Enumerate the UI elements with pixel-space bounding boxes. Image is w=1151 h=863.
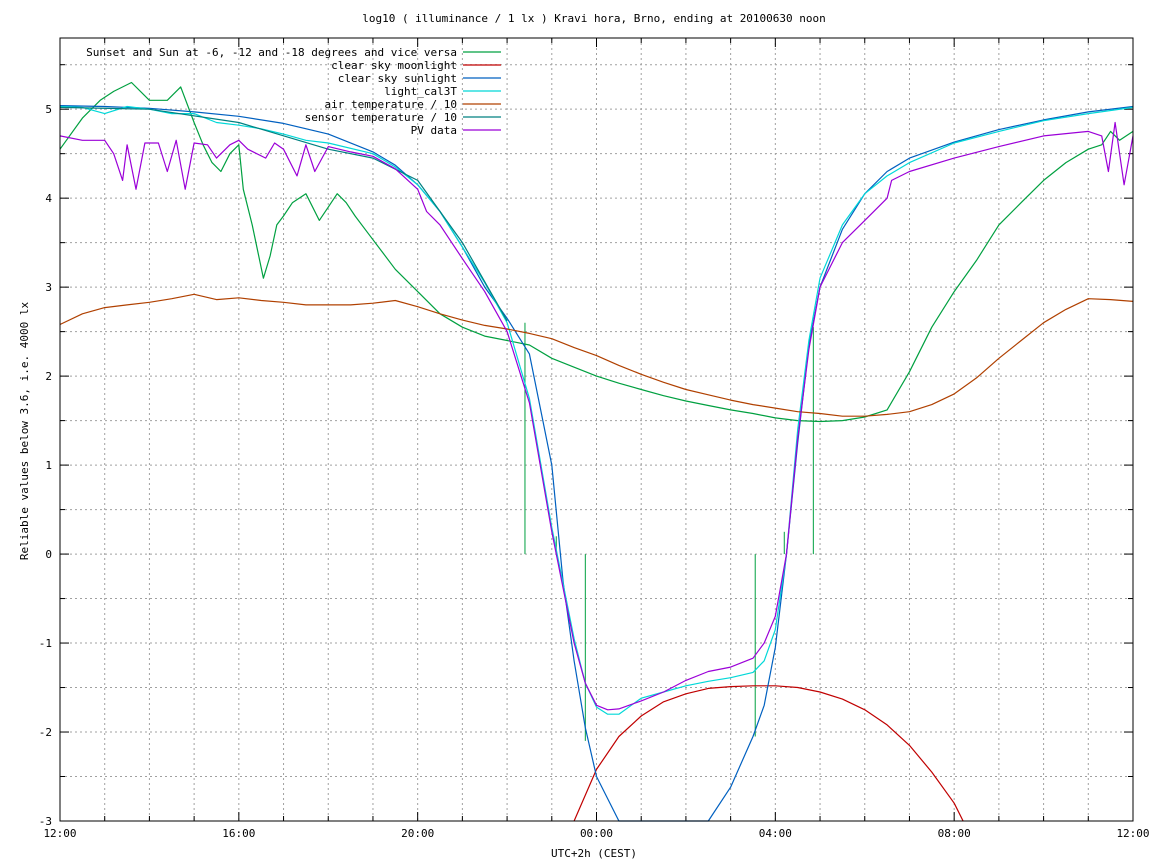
series-6-line [59,121,1134,711]
x-axis-label: UTC+2h (CEST) [551,847,637,860]
x-tick-label: 16:00 [222,827,255,840]
series-1-line [573,685,964,822]
y-tick-label: 3 [45,281,52,294]
series-0-line [59,81,1134,423]
x-tick-label: 04:00 [759,827,792,840]
legend-label: clear sky moonlight [331,59,457,72]
y-tick-label: 4 [45,192,52,205]
grid [60,38,1133,821]
x-tick-label: 20:00 [401,827,434,840]
series-2-line [59,105,1134,822]
legend-label: clear sky sunlight [338,72,457,85]
x-tick-label: 12:00 [43,827,76,840]
y-tick-label: -2 [39,726,52,739]
y-tick-label: 5 [45,103,52,116]
y-tick-label: 1 [45,459,52,472]
y-axis-label: Reliable values below 3.6, i.e. 4000 lx [18,301,31,560]
chart-title: log10 ( illuminance / 1 lx ) Kravi hora,… [362,12,826,25]
series-4-line [59,293,1134,417]
y-tick-label: -1 [39,637,52,650]
plot-frame [59,37,1134,822]
legend: Sunset and Sun at -6, -12 and -18 degree… [86,46,501,137]
y-tick-label: -3 [39,815,52,828]
series-layer [59,81,1134,822]
legend-label: Sunset and Sun at -6, -12 and -18 degree… [86,46,457,59]
x-tick-label: 08:00 [938,827,971,840]
x-tick-label: 12:00 [1116,827,1149,840]
series-5-line [59,106,508,322]
y-tick-label: 0 [45,548,52,561]
legend-label: sensor temperature / 10 [305,111,457,124]
axis-ticks: 12:00 16:00 20:00 00:00 04:00 08:00 12:00 5 4 3 2 1… [39,38,1150,840]
legend-label: PV data [411,124,457,137]
legend-label: light_cal3T [384,85,457,98]
x-tick-label: 00:00 [580,827,613,840]
legend-label: air temperature / 10 [325,98,457,111]
y-tick-label: 2 [45,370,52,383]
